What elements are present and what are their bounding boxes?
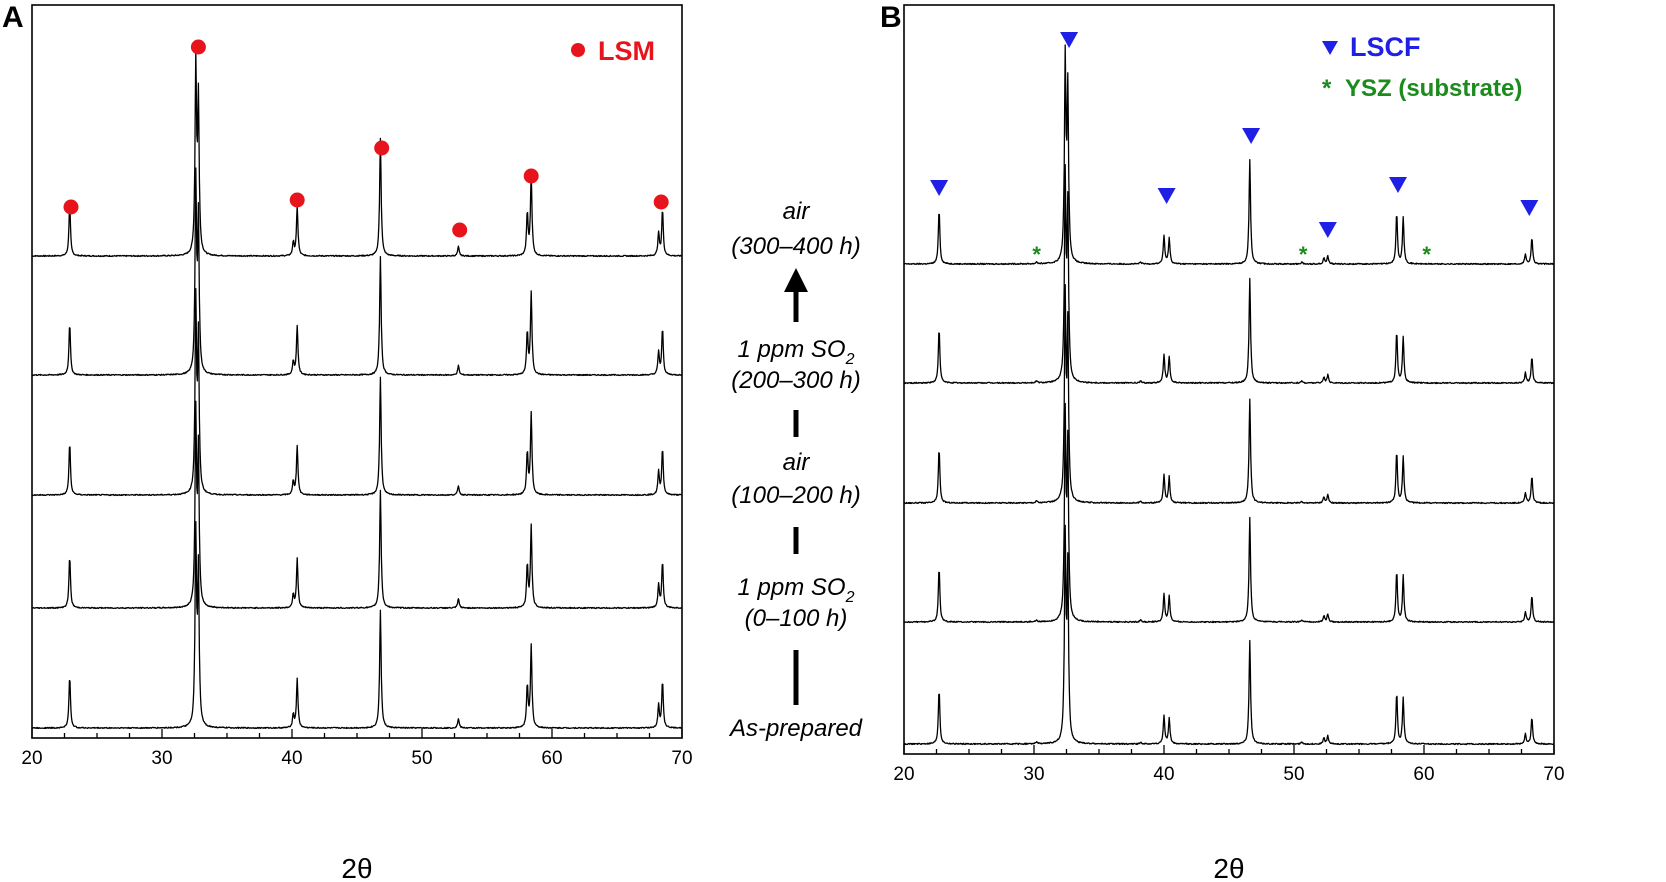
trace-3 [31,287,683,497]
condition-4-line1: 1 ppm SO2 [738,574,855,606]
trace-2 [903,164,1555,385]
trace-4 [31,400,683,610]
lscf-peak-marker [1157,188,1176,204]
condition-4-line2: (0–100 h) [745,605,848,632]
trace-1 [31,48,683,258]
lscf-peak-marker [930,180,949,196]
panel-b-frame [903,4,1555,755]
panel-a-traces [31,48,683,730]
lsm-peak-marker [63,199,79,215]
lsm-legend-marker [571,43,585,57]
ysz-peak-marker: * [1299,242,1308,267]
trace-4 [903,402,1555,624]
x-tick-label: 70 [671,748,692,769]
panel-b-peak-markers: * * * [930,32,1539,267]
panel-a-label: A [2,1,24,34]
lsm-legend-label: LSM [598,36,655,66]
x-tick-label: 50 [1283,764,1304,785]
panel-a-frame [31,4,683,739]
condition-3-line2: (100–200 h) [731,482,860,509]
ysz-legend-label: YSZ (substrate) [1345,75,1522,102]
lscf-legend-marker [1322,41,1338,55]
condition-2-line2: (200–300 h) [731,367,860,394]
lscf-peak-marker [1318,222,1337,238]
lsm-peak-marker [523,168,539,184]
lscf-peak-marker [1060,32,1079,48]
trace-5 [31,521,683,730]
lscf-peak-marker [1389,177,1407,193]
condition-1-line2: (300–400 h) [731,233,860,260]
x-tick-label: 70 [1543,764,1564,785]
x-tick-label: 20 [21,748,42,769]
panel-a-x-axis: 20 30 40 50 60 70 [21,729,693,769]
panel-a-peak-markers [63,39,669,238]
trace-3 [903,284,1555,505]
ysz-peak-marker: * [1032,242,1041,267]
lsm-peak-marker [452,222,468,238]
arrow-up-icon [784,268,808,292]
x-tick-label: 50 [411,748,432,769]
lscf-peak-marker [1242,128,1261,144]
condition-2-line1: 1 ppm SO2 [738,336,855,368]
x-tick-label: 30 [151,748,172,769]
lsm-peak-marker [374,140,390,156]
condition-3-line1: air [783,449,811,476]
lsm-peak-marker [190,39,206,55]
x-tick-label: 60 [1413,764,1434,785]
lscf-legend-label: LSCF [1350,32,1421,62]
condition-1-line1: air [783,198,811,225]
lscf-peak-marker [1520,200,1539,216]
panel-b-x-title: 2θ [1213,853,1244,882]
lsm-peak-marker [653,194,669,210]
x-tick-label: 40 [281,748,302,769]
x-tick-label: 20 [893,764,914,785]
panel-b-label: B [880,1,902,34]
trace-5 [903,524,1555,746]
trace-1 [903,44,1555,266]
condition-5-line1: As-prepared [728,715,863,742]
ysz-legend-marker: * [1322,75,1332,102]
panel-b-traces [903,44,1555,746]
x-tick-label: 30 [1023,764,1044,785]
x-tick-label: 60 [541,748,562,769]
lsm-peak-marker [289,192,305,208]
ysz-peak-marker: * [1422,242,1431,267]
panel-b-x-axis: 20 30 40 50 60 70 [893,745,1565,785]
x-tick-label: 40 [1153,764,1174,785]
panel-a-x-title: 2θ [341,853,372,882]
trace-2 [31,167,683,377]
